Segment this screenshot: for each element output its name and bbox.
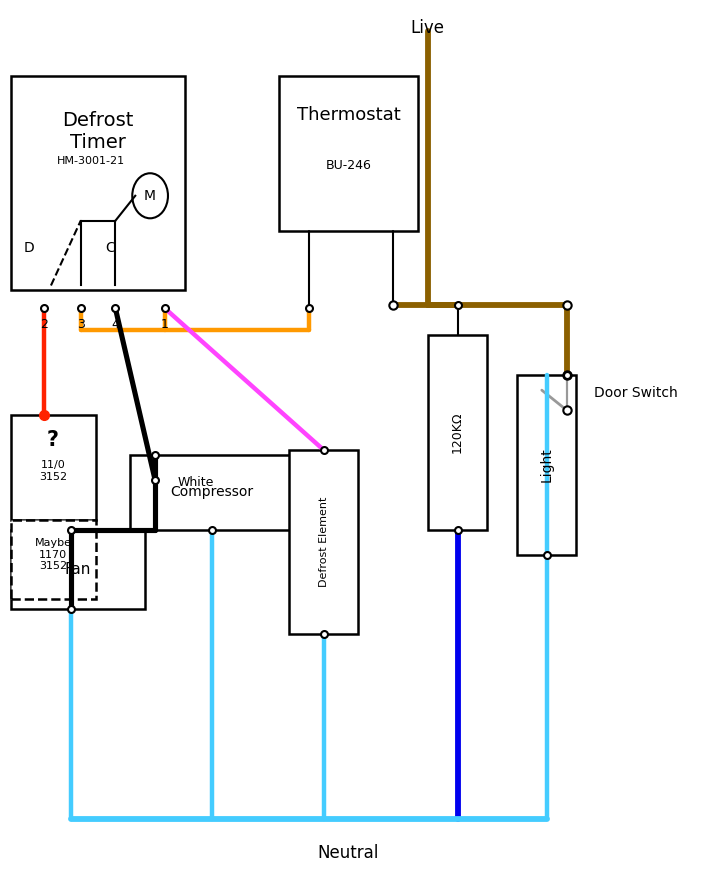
Text: Thermostat: Thermostat	[296, 106, 400, 124]
Text: M: M	[144, 189, 156, 203]
Text: Light: Light	[540, 448, 554, 482]
Bar	[428, 336, 487, 529]
Text: 2: 2	[40, 318, 48, 331]
Bar	[131, 455, 294, 529]
Text: ?: ?	[47, 430, 59, 450]
Text: Defrost
Timer: Defrost Timer	[62, 111, 133, 152]
Text: Fan: Fan	[65, 562, 91, 577]
Text: Compressor: Compressor	[170, 485, 253, 499]
Circle shape	[132, 174, 168, 218]
Text: Maybe
1170
3152: Maybe 1170 3152	[34, 538, 72, 571]
Text: 120KΩ: 120KΩ	[451, 411, 464, 453]
Text: White: White	[178, 477, 214, 489]
Text: 3: 3	[77, 318, 85, 331]
Bar	[11, 415, 95, 520]
Bar	[289, 450, 358, 634]
Text: Defrost Element: Defrost Element	[319, 497, 329, 587]
Text: BU-246: BU-246	[326, 159, 371, 173]
Text: C: C	[105, 241, 115, 255]
Text: Live: Live	[411, 19, 445, 37]
Text: Neutral: Neutral	[318, 844, 379, 862]
Text: 4: 4	[112, 318, 119, 331]
Bar	[11, 520, 95, 599]
Text: Door Switch: Door Switch	[595, 386, 678, 400]
Text: 11/0
3152: 11/0 3152	[39, 460, 67, 482]
Bar	[517, 375, 576, 555]
Bar	[11, 529, 145, 610]
Bar	[11, 76, 185, 291]
Text: D: D	[24, 241, 34, 255]
Bar	[279, 76, 418, 231]
Text: HM-3001-21: HM-3001-21	[57, 156, 125, 166]
Text: 1: 1	[161, 318, 169, 331]
